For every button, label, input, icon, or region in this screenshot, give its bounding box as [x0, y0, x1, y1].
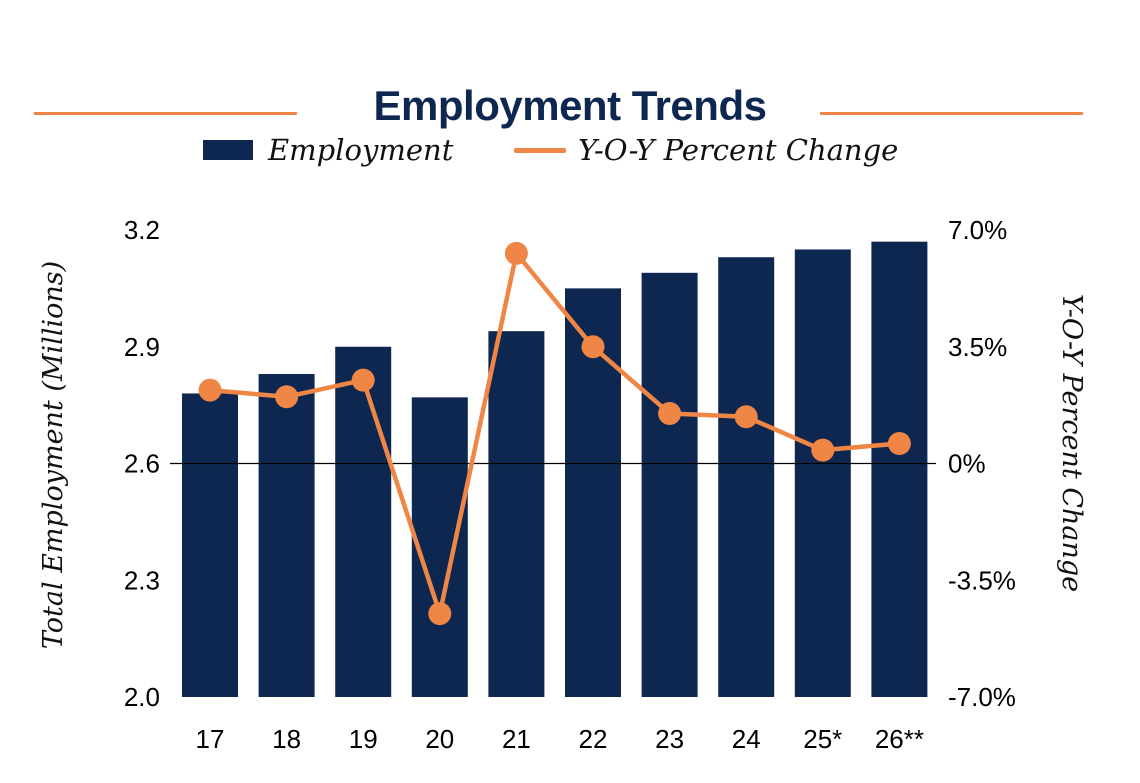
legend-swatch-bar — [203, 140, 253, 160]
right-tick-label: 0% — [948, 449, 986, 479]
left-tick-label: 2.3 — [124, 565, 160, 595]
x-tick-label: 22 — [579, 724, 608, 754]
right-tick-label: -3.5% — [948, 565, 1016, 595]
bar-employment-19 — [335, 346, 392, 697]
x-tick-label: 23 — [655, 724, 684, 754]
x-tick-label: 19 — [349, 724, 378, 754]
left-tick-label: 2.6 — [124, 449, 160, 479]
bar-employment-23 — [641, 272, 698, 697]
legend-item-yoy: Y-O-Y Percent Change — [514, 133, 898, 167]
legend-item-employment: Employment — [203, 133, 453, 167]
title-rule-right — [820, 112, 1083, 115]
legend-swatch-line — [514, 147, 566, 153]
x-tick-label: 20 — [425, 724, 454, 754]
point-yoy-23 — [658, 401, 682, 425]
left-axis-title: Total Employment (Millions) — [38, 261, 69, 649]
legend: Employment Y-O-Y Percent Change — [0, 133, 1140, 173]
x-tick-label: 26** — [875, 724, 924, 754]
title-area: Employment Trends — [0, 40, 1140, 129]
point-yoy-25 — [811, 438, 835, 462]
point-yoy-17 — [198, 378, 222, 402]
left-tick-label: 3.2 — [124, 215, 160, 245]
x-tick-label: 21 — [502, 724, 531, 754]
bar-employment-20 — [411, 397, 468, 697]
point-yoy-19 — [351, 368, 375, 392]
x-tick-label: 17 — [196, 724, 225, 754]
bar-employment-24 — [718, 257, 775, 697]
right-tick-label: 3.5% — [948, 332, 1007, 362]
bar-employment-18 — [258, 373, 315, 697]
right-tick-label: 7.0% — [948, 215, 1007, 245]
point-yoy-24 — [734, 405, 758, 429]
point-yoy-26 — [887, 431, 911, 455]
left-tick-label: 2.0 — [124, 682, 160, 712]
left-tick-label: 2.9 — [124, 332, 160, 362]
point-yoy-22 — [581, 335, 605, 359]
bar-employment-25 — [794, 249, 851, 698]
line-yoy-change — [209, 251, 900, 616]
x-tick-label: 18 — [272, 724, 301, 754]
right-axis-title: Y-O-Y Percent Change — [1056, 294, 1087, 592]
point-yoy-20 — [428, 602, 452, 626]
bar-employment-17 — [182, 393, 238, 697]
x-tick-label: 24 — [732, 724, 761, 754]
bar-employment-21 — [488, 331, 545, 697]
legend-label-employment: Employment — [268, 133, 454, 167]
title-rule-left — [34, 112, 297, 115]
x-tick-label: 25* — [803, 724, 842, 754]
point-yoy-21 — [504, 241, 528, 265]
legend-label-yoy: Y-O-Y Percent Change — [578, 133, 899, 167]
right-tick-label: -7.0% — [948, 682, 1016, 712]
chart-title: Employment Trends — [373, 82, 767, 129]
point-yoy-18 — [275, 385, 299, 409]
bar-employment-26 — [871, 241, 928, 698]
